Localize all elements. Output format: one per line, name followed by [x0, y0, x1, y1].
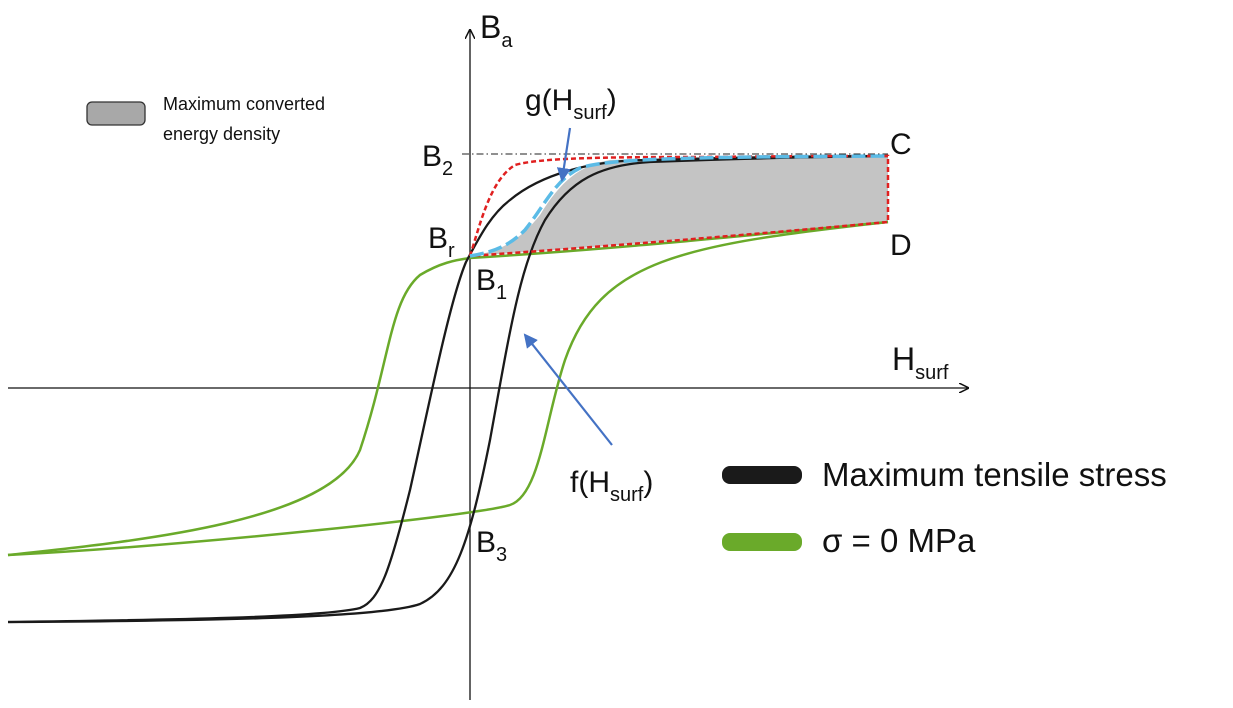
point-label-c: C — [890, 128, 912, 161]
point-label-b1: B1 — [476, 264, 507, 304]
green-curve-ascending — [7, 220, 889, 557]
black-curve-ascending — [7, 154, 889, 624]
legend-label-green: σ = 0 MPa — [822, 522, 976, 559]
legend-swatch-black — [722, 466, 802, 484]
y-axis-label: Ba — [480, 9, 513, 52]
x-axis-label: Hsurf — [892, 341, 949, 384]
legend-label-black: Maximum tensile stress — [822, 456, 1167, 493]
f-function-label: f(Hsurf) — [570, 466, 653, 506]
point-label-br: Br — [428, 222, 455, 262]
legend-swatch-green — [722, 533, 802, 551]
shaded-legend-swatch — [86, 101, 146, 126]
g-arrow — [556, 127, 572, 182]
green-curve-descending — [7, 220, 889, 557]
point-label-b2: B2 — [422, 140, 453, 180]
g-curve-dashed — [469, 154, 889, 258]
f-arrow — [523, 333, 613, 446]
shaded-legend-line2: energy density — [163, 124, 280, 144]
shaded-legend-line1: Maximum converted — [163, 94, 325, 114]
g-function-label: g(Hsurf) — [525, 84, 617, 124]
point-label-d: D — [890, 229, 912, 262]
point-label-b3: B3 — [476, 526, 507, 566]
